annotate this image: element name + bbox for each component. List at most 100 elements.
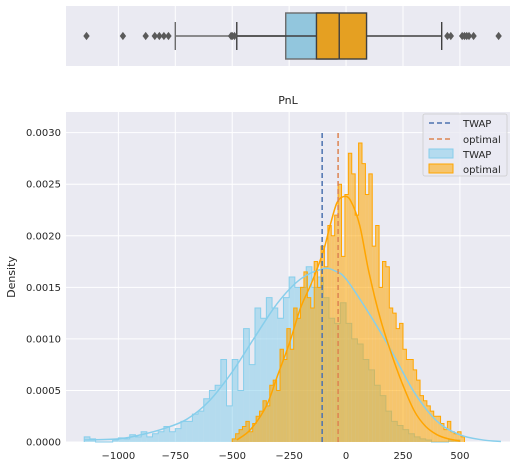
histogram-bin <box>365 194 369 442</box>
histogram-bin <box>260 318 267 442</box>
x-tick-label: −750 <box>162 451 189 462</box>
outlier-point <box>156 31 163 41</box>
histogram-bin <box>382 261 386 442</box>
legend-label-optimal-line: optimal <box>463 135 501 146</box>
outlier-point <box>165 31 172 41</box>
legend-optimal-patch-swatch <box>428 163 454 174</box>
y-tick-label: 0.0020 <box>26 231 61 242</box>
y-tick-label: 0.0015 <box>26 283 61 294</box>
outlier-point <box>119 31 127 41</box>
x-tick-label: 500 <box>450 451 469 462</box>
histogram-bin <box>276 390 281 442</box>
histogram-bin <box>158 431 164 442</box>
histogram-bin <box>249 431 253 442</box>
histogram-bin <box>348 153 352 442</box>
histogram-bin <box>338 184 342 442</box>
histogram-bin <box>215 385 221 442</box>
y-axis-label: Density <box>5 256 18 298</box>
histogram-bin <box>416 380 421 442</box>
histogram-bin <box>112 439 119 442</box>
histogram-bin <box>355 215 359 442</box>
histogram-bin <box>450 431 455 442</box>
histogram-bin <box>118 437 125 442</box>
histogram-bin <box>124 438 130 442</box>
histogram-bin <box>331 235 335 442</box>
histogram-bin <box>317 287 322 442</box>
histogram-bin <box>300 287 304 442</box>
histogram-bin <box>272 307 278 442</box>
histogram-bin <box>254 307 261 442</box>
outlier-point <box>470 31 477 41</box>
histogram-bin <box>203 398 210 442</box>
histogram-bin <box>286 328 291 442</box>
histogram-bin <box>327 225 332 442</box>
histogram-bin <box>454 433 458 442</box>
histogram-bin <box>423 400 427 442</box>
histogram-bin <box>437 416 441 442</box>
histogram-bin <box>430 411 434 442</box>
histogram-bin <box>447 421 451 442</box>
kde-curve-optimal <box>236 195 461 442</box>
legend: TWAP optimal TWAP optimal <box>422 113 508 177</box>
legend-label-optimal-patch: optimal <box>463 165 501 176</box>
histogram-bin <box>186 421 193 442</box>
histogram-bin <box>389 307 393 442</box>
histogram-bin <box>169 431 176 442</box>
histogram-bin <box>135 436 142 442</box>
histogram-bin <box>303 271 308 442</box>
histogram-bin <box>426 405 431 442</box>
histogram-bin <box>433 416 438 442</box>
legend-frame <box>422 113 508 177</box>
histogram-bin <box>252 423 257 442</box>
histogram-bin <box>307 297 311 442</box>
legend-entry-optimal-line: optimal <box>429 135 501 146</box>
histogram-bin <box>334 215 339 442</box>
histogram-bin <box>175 428 181 442</box>
histogram-bin <box>273 380 277 442</box>
histogram-bin <box>269 385 274 442</box>
outlier-point <box>495 31 502 41</box>
histogram-bin <box>457 431 462 442</box>
histogram-bin <box>232 438 236 442</box>
histogram-bin <box>310 307 315 442</box>
histogram-bin <box>129 434 136 442</box>
histogram-bin <box>406 359 410 442</box>
y-tick-label: 0.0000 <box>26 438 61 449</box>
histogram-bin <box>362 163 366 442</box>
outlier-point <box>151 31 158 41</box>
outlier-point <box>227 31 235 41</box>
boxplot-axes <box>66 6 510 66</box>
histogram-bin <box>385 266 390 442</box>
histogram-bin <box>226 405 233 442</box>
histogram-bin <box>232 359 238 442</box>
legend-label-twap-line: TWAP <box>462 119 491 130</box>
outlier-point <box>160 31 168 41</box>
histogram-bin <box>283 359 287 442</box>
histogram-bin <box>237 390 244 442</box>
box-iqr <box>315 12 368 60</box>
histogram-bin <box>358 142 362 442</box>
histogram-bin <box>324 266 328 442</box>
histogram-bin <box>239 429 243 442</box>
histogram-bin <box>402 349 407 442</box>
histogram-bin <box>368 173 373 442</box>
chart-title: PnL <box>278 94 298 107</box>
y-tick-label: 0.0025 <box>26 180 61 191</box>
kde-curves <box>84 195 501 443</box>
histogram-bin <box>413 369 417 442</box>
histogram-bin <box>180 421 187 442</box>
histogram-bin <box>141 431 147 442</box>
legend-entry-twap-line: TWAP <box>429 119 491 130</box>
histogram-bin <box>314 261 318 442</box>
histogram-series-optimal <box>231 142 465 442</box>
x-tick-label: −250 <box>275 451 302 462</box>
histogram-bin <box>420 395 424 442</box>
outlier-point <box>465 31 473 41</box>
histogram-bin <box>440 423 444 442</box>
histogram-bin <box>344 194 349 442</box>
histogram-bin <box>256 416 260 442</box>
legend-twap-patch-swatch <box>428 148 454 159</box>
histogram-bin <box>146 436 153 442</box>
histogram-bin <box>266 405 270 442</box>
outlier-point <box>142 31 149 41</box>
